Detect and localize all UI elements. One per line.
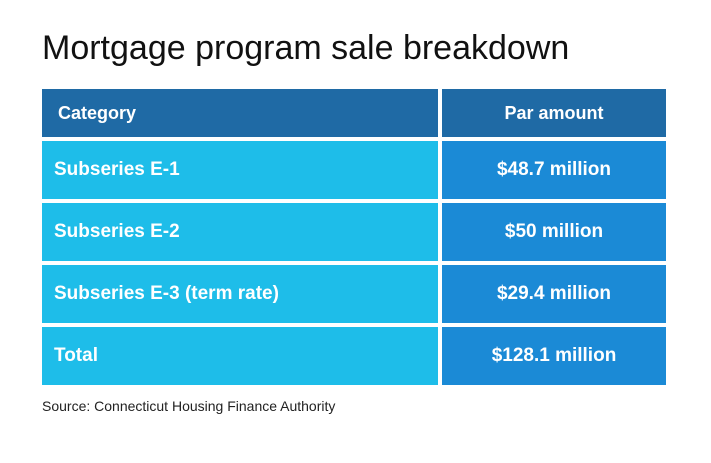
table-row: Subseries E-1 $48.7 million <box>42 141 666 199</box>
category-cell: Subseries E-3 (term rate) <box>42 265 438 323</box>
table-row-total: Total $128.1 million <box>42 327 666 385</box>
total-label-cell: Total <box>42 327 438 385</box>
header-par-amount: Par amount <box>442 89 666 137</box>
category-cell: Subseries E-2 <box>42 203 438 261</box>
par-amount-cell: $29.4 million <box>442 265 666 323</box>
table-header-row: Category Par amount <box>42 89 666 137</box>
par-amount-cell: $50 million <box>442 203 666 261</box>
sale-breakdown-table: Category Par amount Subseries E-1 $48.7 … <box>42 89 666 385</box>
table-row: Subseries E-3 (term rate) $29.4 million <box>42 265 666 323</box>
page-title: Mortgage program sale breakdown <box>42 29 570 67</box>
source-note: Source: Connecticut Housing Finance Auth… <box>42 398 336 414</box>
table-row: Subseries E-2 $50 million <box>42 203 666 261</box>
category-cell: Subseries E-1 <box>42 141 438 199</box>
header-category: Category <box>42 89 438 137</box>
par-amount-cell: $48.7 million <box>442 141 666 199</box>
total-amount-cell: $128.1 million <box>442 327 666 385</box>
